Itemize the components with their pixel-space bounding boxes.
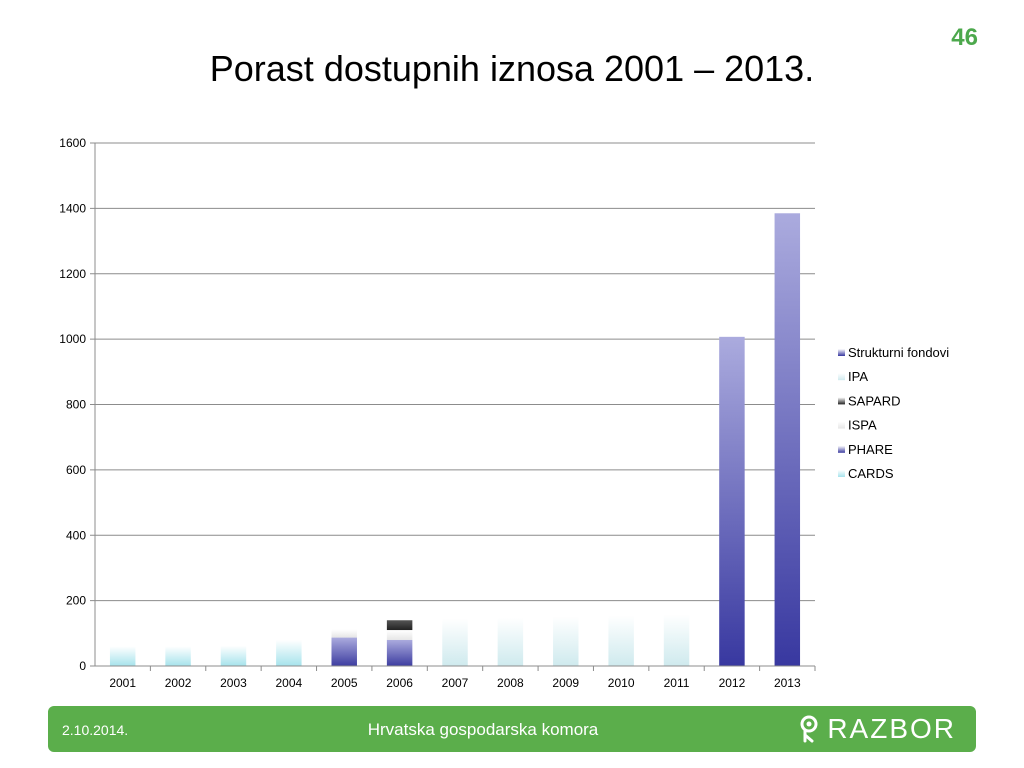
y-tick-label: 0 <box>79 659 86 673</box>
slide-number: 46 <box>951 24 978 51</box>
x-tick-label: 2012 <box>719 676 746 690</box>
legend-label: ISPA <box>848 418 877 433</box>
bar-phare-2006 <box>386 639 413 666</box>
x-tick-label: 2002 <box>165 676 192 690</box>
bar-ispa-2006 <box>386 630 413 640</box>
x-tick-label: 2013 <box>774 676 801 690</box>
x-tick-label: 2006 <box>386 676 413 690</box>
footer-bar: 2.10.2014. Hrvatska gospodarska komora R… <box>48 706 976 752</box>
x-tick-label: 2010 <box>608 676 635 690</box>
y-tick-label: 600 <box>66 463 86 477</box>
razbor-logo: RAZBOR <box>799 713 956 744</box>
chart-legend: Strukturni fondovi IPA SAPARD ISPA PHARE CARD… <box>838 345 949 481</box>
y-tick-label: 1400 <box>59 201 86 215</box>
bar-ipa-2007 <box>442 618 468 666</box>
y-tick-label: 800 <box>66 398 86 412</box>
legend-swatch <box>838 373 845 381</box>
legend-label: IPA <box>848 369 868 384</box>
legend-swatch <box>838 445 845 453</box>
x-tick-label: 2008 <box>497 676 524 690</box>
legend-label: Strukturni fondovi <box>848 345 949 360</box>
legend-swatch <box>838 349 845 356</box>
bar-cards-2001 <box>109 646 136 666</box>
x-tick-label: 2011 <box>664 676 690 690</box>
legend-label: CARDS <box>848 466 894 481</box>
y-tick-label: 400 <box>66 528 86 542</box>
bar-cards-2003 <box>220 645 247 666</box>
legend-label: SAPARD <box>848 393 901 408</box>
chart: 0 200 400 600 800 1000 1200 1400 1600 2001 2002 200… <box>59 136 949 690</box>
y-tick-label: 1200 <box>59 267 86 281</box>
bar-ipa-2008 <box>497 617 524 666</box>
x-tick-label: 2009 <box>552 676 579 690</box>
bar-sapard-2006 <box>386 620 413 631</box>
bar-cards-2002 <box>165 646 191 666</box>
chart-gridlines <box>95 142 815 667</box>
x-tick-label: 2004 <box>275 676 302 690</box>
bar-ispa-2005 <box>331 629 357 638</box>
bar-ipa-2011 <box>663 614 690 666</box>
bar-phare-2005 <box>331 637 357 666</box>
razbor-logo-text: RAZBOR <box>827 713 956 744</box>
x-tick-label: 2001 <box>109 676 136 690</box>
x-tick-label: 2003 <box>220 676 247 690</box>
y-tick-label: 1600 <box>59 136 86 150</box>
bar-cards-2004 <box>276 639 302 666</box>
footer-organization: Hrvatska gospodarska komora <box>367 720 599 739</box>
bar-strukturni-fondovi-2013 <box>774 213 801 666</box>
x-tick-label: 2005 <box>331 676 358 690</box>
legend-swatch <box>838 470 845 477</box>
slide-title: Porast dostupnih iznosa 2001 – 2013. <box>209 48 815 89</box>
y-tick-label: 1000 <box>59 332 86 346</box>
legend-swatch <box>838 421 845 429</box>
bar-ipa-2010 <box>608 615 634 666</box>
y-tick-label: 200 <box>66 594 86 608</box>
x-tick-label: 2007 <box>442 676 469 690</box>
chart-axes: 0 200 400 600 800 1000 1200 1400 1600 2001 2002 200… <box>59 136 816 690</box>
chart-bars <box>109 213 801 666</box>
bar-ipa-2009 <box>553 616 579 666</box>
footer-date: 2.10.2014. <box>62 722 129 738</box>
bar-strukturni-fondovi-2012 <box>719 336 745 666</box>
legend-swatch <box>838 397 845 405</box>
razbor-logo-icon <box>800 715 818 743</box>
legend-label: PHARE <box>848 442 893 457</box>
